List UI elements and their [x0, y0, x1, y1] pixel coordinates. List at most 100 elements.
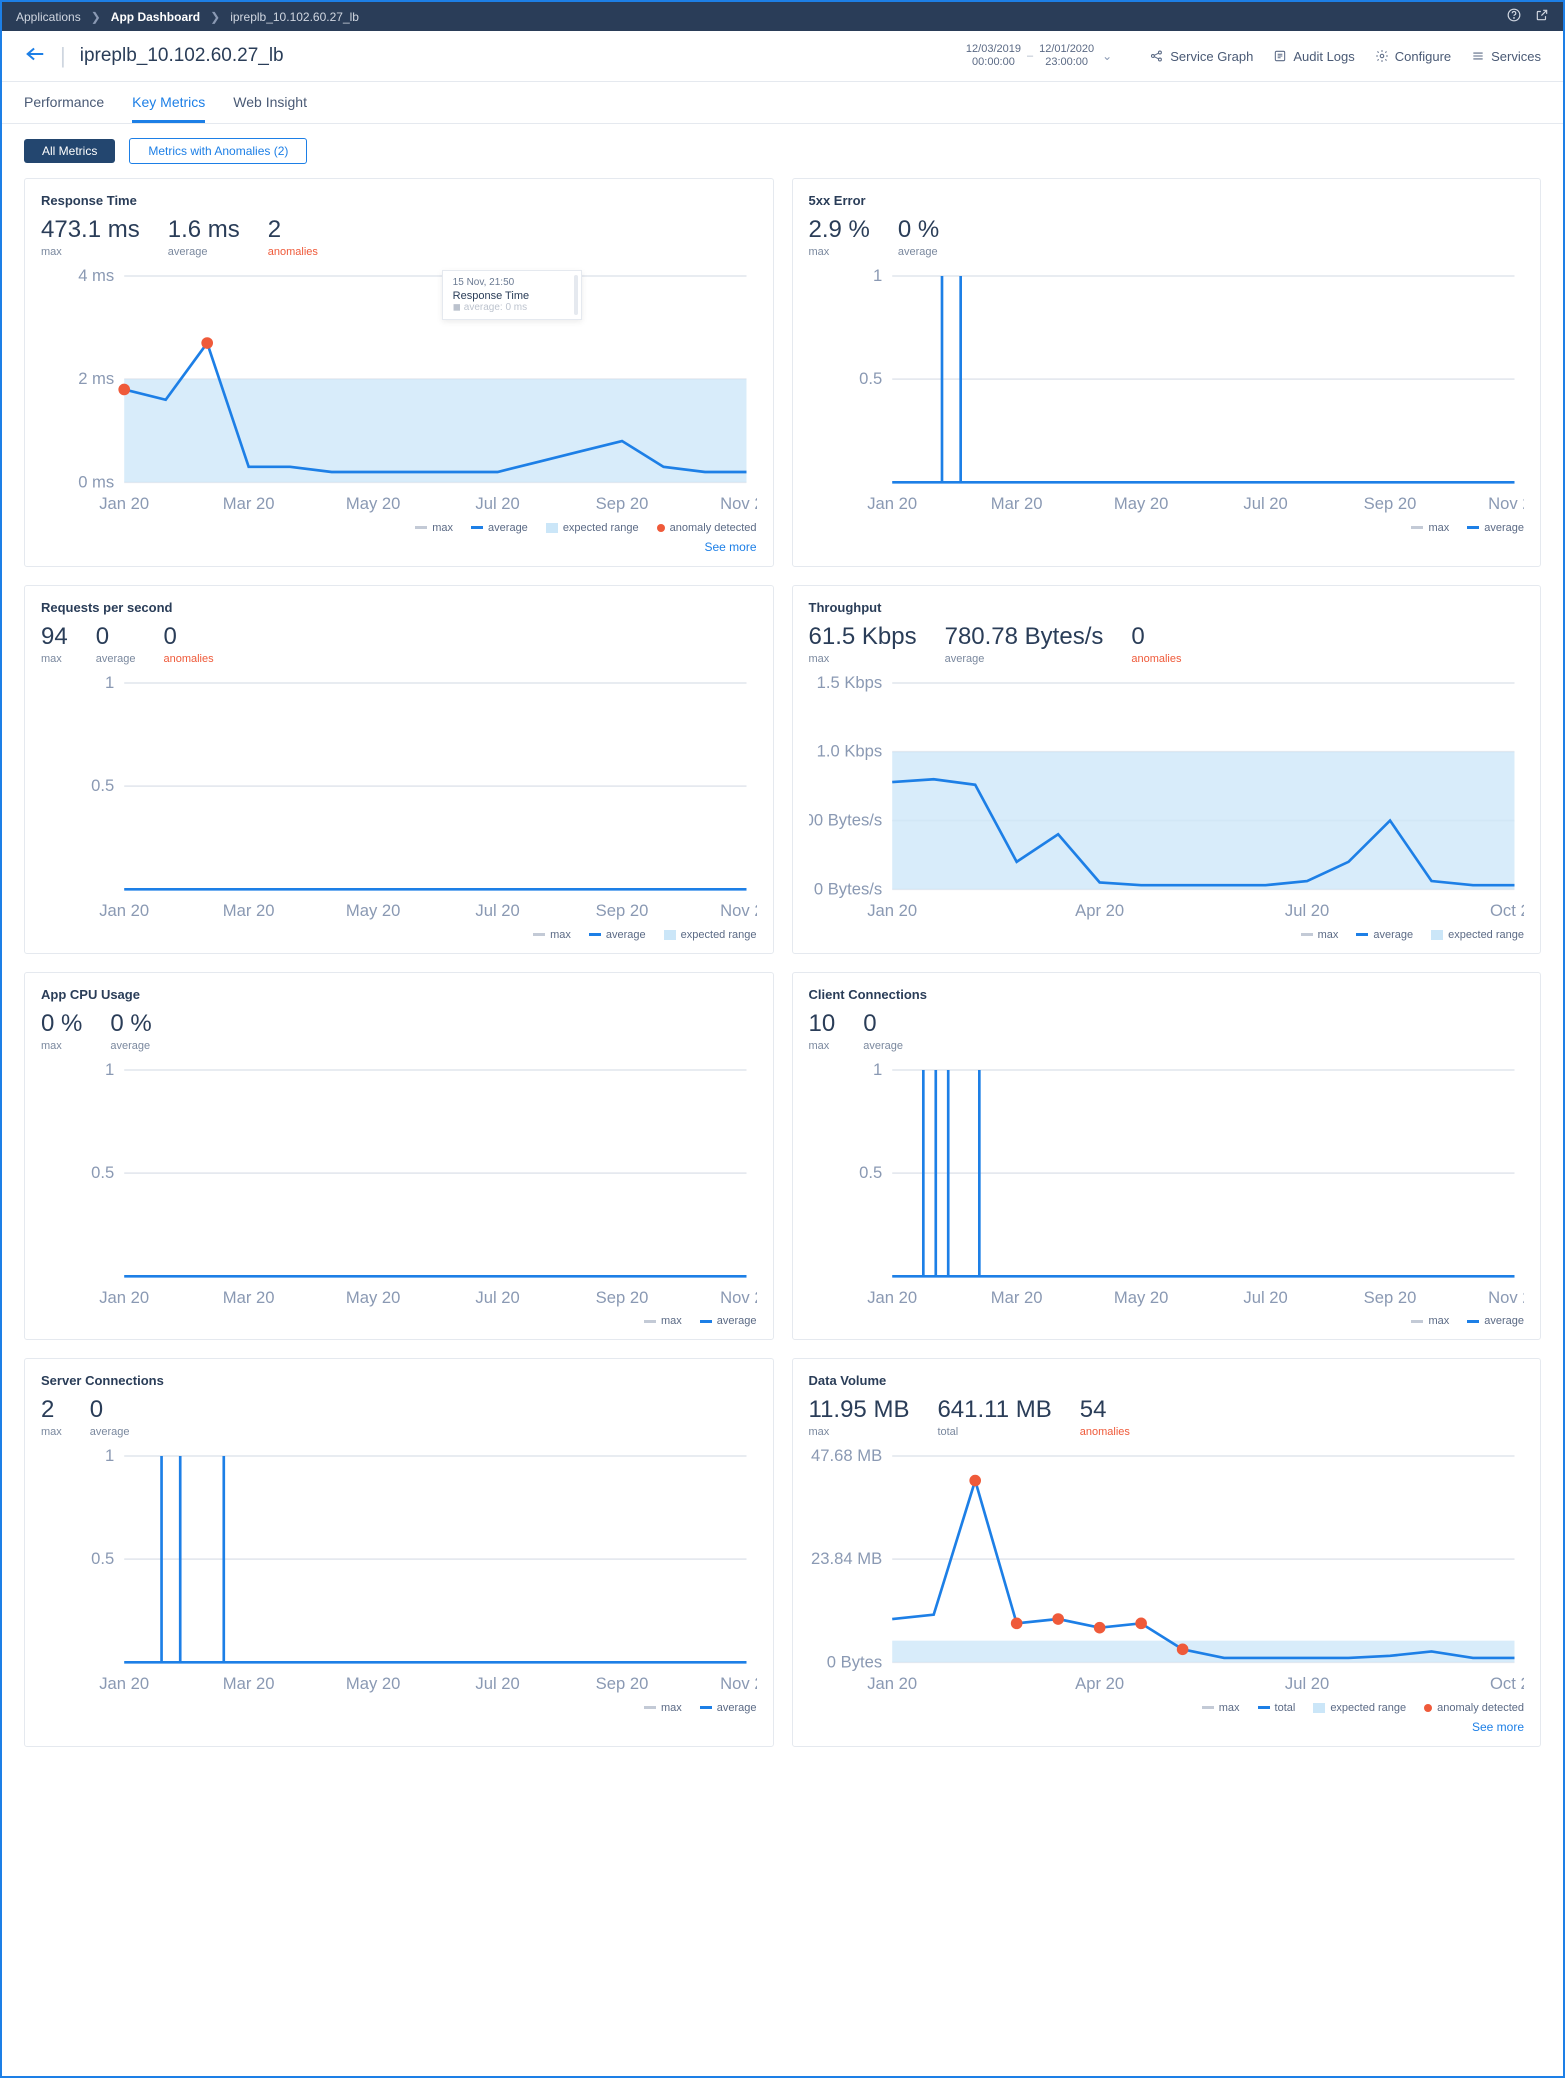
services-link[interactable]: Services [1471, 49, 1541, 64]
card-rps: Requests per second 94 max 0 average 0 a… [24, 585, 774, 954]
divider: | [60, 43, 66, 69]
svg-text:Nov 20: Nov 20 [1488, 494, 1524, 513]
svg-text:May 20: May 20 [1113, 1287, 1168, 1306]
stat-average: 780.78 Bytes/s average [945, 623, 1104, 665]
svg-text:0.5: 0.5 [91, 776, 114, 795]
legend-max: max [1411, 522, 1449, 534]
svg-text:2 ms: 2 ms [78, 370, 114, 389]
legend-expected: expected range [1313, 1702, 1406, 1714]
legend-average: average [471, 522, 528, 534]
legend-average: average [589, 929, 646, 941]
stat-max: 10 max [809, 1010, 836, 1052]
audit-logs-link[interactable]: Audit Logs [1273, 49, 1354, 64]
svg-text:Mar 20: Mar 20 [223, 494, 275, 513]
card-chart[interactable]: 0.51Jan 20Mar 20May 20Jul 20Sep 20Nov 20 [809, 266, 1525, 516]
card-response_time: Response Time 473.1 ms max 1.6 ms averag… [24, 178, 774, 567]
card-chart[interactable]: 0.51Jan 20Mar 20May 20Jul 20Sep 20Nov 20 [41, 673, 757, 923]
menu-icon [1471, 49, 1485, 63]
card-chart[interactable]: 0 Bytes23.84 MB47.68 MBJan 20Apr 20Jul 2… [809, 1446, 1525, 1696]
svg-text:Jul 20: Jul 20 [475, 1287, 519, 1306]
card-title: 5xx Error [809, 193, 1525, 208]
legend-expected: expected range [546, 522, 639, 534]
card-title: Response Time [41, 193, 757, 208]
card-title: Server Connections [41, 1373, 757, 1388]
tab-key-metrics[interactable]: Key Metrics [132, 82, 205, 123]
see-more-link[interactable]: See more [809, 1720, 1525, 1734]
metric-filter-row: All Metrics Metrics with Anomalies (2) [2, 124, 1563, 170]
chart-legend: maxtotalexpected rangeanomaly detected [809, 1702, 1525, 1714]
card-title: Requests per second [41, 600, 757, 615]
card-error_5xx: 5xx Error 2.9 % max 0 % average 0.51Jan … [792, 178, 1542, 567]
external-link-icon[interactable] [1535, 8, 1549, 25]
svg-text:Mar 20: Mar 20 [223, 1287, 275, 1306]
service-graph-link[interactable]: Service Graph [1150, 49, 1253, 64]
breadcrumb-entity[interactable]: ipreplb_10.102.60.27_lb [230, 10, 359, 24]
date-range-picker[interactable]: 12/03/2019 00:00:00 – 12/01/2020 23:00:0… [966, 43, 1112, 69]
see-more-link[interactable]: See more [41, 540, 757, 554]
svg-text:Jul 20: Jul 20 [1284, 901, 1328, 920]
legend-max: max [1202, 1702, 1240, 1714]
services-label: Services [1491, 49, 1541, 64]
stat-max: 0 % max [41, 1010, 82, 1052]
tab-web-insight[interactable]: Web Insight [233, 82, 307, 123]
card-chart[interactable]: 0.51Jan 20Mar 20May 20Jul 20Sep 20Nov 20 [809, 1060, 1525, 1310]
chart-legend: maxaverage [41, 1702, 757, 1714]
legend-average: average [700, 1315, 757, 1327]
card-title: Throughput [809, 600, 1525, 615]
legend-total: total [1258, 1702, 1296, 1714]
svg-text:1.0 Kbps: 1.0 Kbps [816, 742, 882, 761]
svg-text:Oct 20: Oct 20 [1490, 1674, 1524, 1693]
card-title: Client Connections [809, 987, 1525, 1002]
card-chart[interactable]: 0.51Jan 20Mar 20May 20Jul 20Sep 20Nov 20 [41, 1446, 757, 1696]
breadcrumb-app-dashboard[interactable]: App Dashboard [111, 10, 200, 24]
svg-text:Mar 20: Mar 20 [223, 1674, 275, 1693]
card-data_volume: Data Volume 11.95 MB max 641.11 MB total… [792, 1358, 1542, 1747]
chevron-down-icon: ⌄ [1102, 49, 1112, 63]
legend-max: max [644, 1315, 682, 1327]
card-server_conn: Server Connections 2 max 0 average 0.51J… [24, 1358, 774, 1747]
card-client_conn: Client Connections 10 max 0 average 0.51… [792, 972, 1542, 1341]
pill-anomalies[interactable]: Metrics with Anomalies (2) [129, 138, 307, 164]
help-icon[interactable] [1507, 8, 1521, 25]
svg-text:Jul 20: Jul 20 [475, 1674, 519, 1693]
chevron-right-icon: ❯ [91, 10, 101, 24]
page-title: ipreplb_10.102.60.27_lb [80, 45, 952, 67]
card-cpu: App CPU Usage 0 % max 0 % average 0.51Ja… [24, 972, 774, 1341]
svg-text:Nov 20: Nov 20 [720, 494, 756, 513]
stat-anomalies: 0 anomalies [1131, 623, 1181, 665]
svg-text:1: 1 [872, 1060, 881, 1079]
svg-text:0 Bytes: 0 Bytes [826, 1652, 881, 1671]
svg-text:1: 1 [105, 1060, 114, 1079]
svg-text:0.5: 0.5 [91, 1549, 114, 1568]
svg-text:1: 1 [872, 266, 881, 285]
svg-text:May 20: May 20 [346, 1674, 401, 1693]
svg-text:Jan 20: Jan 20 [99, 901, 149, 920]
card-chart[interactable]: 0.51Jan 20Mar 20May 20Jul 20Sep 20Nov 20 [41, 1060, 757, 1310]
legend-expected: expected range [664, 929, 757, 941]
back-arrow-icon[interactable] [24, 43, 46, 69]
tab-performance[interactable]: Performance [24, 82, 104, 123]
breadcrumb-applications[interactable]: Applications [16, 10, 81, 24]
svg-text:Oct 20: Oct 20 [1490, 901, 1524, 920]
card-chart[interactable]: 0 ms2 ms4 msJan 20Mar 20May 20Jul 20Sep … [41, 266, 757, 516]
legend-max: max [415, 522, 453, 534]
chart-legend: maxaverageexpected range [809, 929, 1525, 941]
svg-text:May 20: May 20 [346, 901, 401, 920]
card-throughput: Throughput 61.5 Kbps max 780.78 Bytes/s … [792, 585, 1542, 954]
svg-text:Sep 20: Sep 20 [596, 494, 649, 513]
stat-average: 0 average [90, 1396, 130, 1438]
svg-text:Nov 20: Nov 20 [720, 1287, 756, 1306]
date-dash: – [1027, 50, 1033, 62]
svg-text:Jan 20: Jan 20 [867, 1674, 917, 1693]
chevron-right-icon: ❯ [210, 10, 220, 24]
svg-text:0.5: 0.5 [91, 1163, 114, 1182]
svg-text:Sep 20: Sep 20 [596, 901, 649, 920]
card-chart[interactable]: 0 Bytes/s500 Bytes/s1.0 Kbps1.5 KbpsJan … [809, 673, 1525, 923]
svg-text:Jan 20: Jan 20 [867, 494, 917, 513]
pill-all-metrics[interactable]: All Metrics [24, 139, 115, 163]
svg-text:Jul 20: Jul 20 [475, 901, 519, 920]
stat-anomalies: 0 anomalies [163, 623, 213, 665]
svg-text:Nov 20: Nov 20 [720, 901, 756, 920]
stat-average: 0 average [96, 623, 136, 665]
configure-link[interactable]: Configure [1375, 49, 1451, 64]
